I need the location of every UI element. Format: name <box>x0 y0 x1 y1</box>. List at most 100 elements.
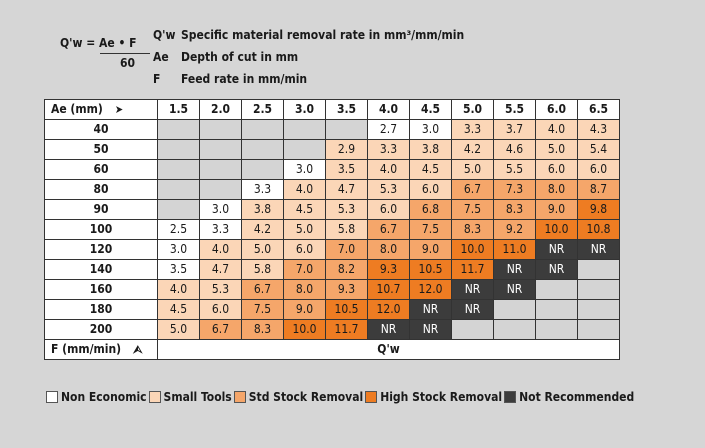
footer-qw-label: Q'w <box>157 339 620 360</box>
table-row: 120 3.0 4.0 5.0 6.0 7.0 8.0 9.0 10.0 11.0 NR NR <box>44 239 620 260</box>
table-cell: 5.0 <box>157 319 200 340</box>
table-cell: 6.8 <box>409 199 452 220</box>
table-cell: 3.3 <box>199 219 242 240</box>
table-cell: 7.3 <box>493 179 536 200</box>
table-cell: 4.0 <box>199 239 242 260</box>
table-cell: NR <box>409 299 452 320</box>
legend-label: Not Recommended <box>519 390 635 404</box>
table-cell: 10.5 <box>325 299 368 320</box>
definition-symbol: Q'w <box>153 28 176 42</box>
table-row: 80 3.3 4.0 4.7 5.3 6.0 6.7 7.3 8.0 8.7 <box>44 179 620 200</box>
table-row: 90 3.0 3.8 4.5 5.3 6.0 6.8 7.5 8.3 9.0 9.8 <box>44 199 620 220</box>
table-cell: 8.2 <box>325 259 368 280</box>
table-cell: 7.0 <box>283 259 326 280</box>
table-cell: 6.7 <box>367 219 410 240</box>
column-header: 6.5 <box>577 99 620 120</box>
table-cell <box>577 259 620 280</box>
table-cell <box>241 159 284 180</box>
table-cell: 8.3 <box>451 219 494 240</box>
table-cell: 11.0 <box>493 239 536 260</box>
table-cell: 8.7 <box>577 179 620 200</box>
legend-swatch <box>233 391 246 403</box>
table-header-row: Ae (mm) ➤ 1.5 2.0 2.5 3.0 3.5 4.0 4.5 5.0 5.5 6.0 6.… <box>44 99 620 120</box>
table-cell <box>451 319 494 340</box>
table-cell: 5.4 <box>577 139 620 160</box>
table-cell: 11.7 <box>451 259 494 280</box>
row-feed-label: 180 <box>44 299 158 320</box>
formula: Q'w = Ae • F 60 <box>60 36 150 70</box>
table-cell: 5.3 <box>325 199 368 220</box>
row-feed-label: 80 <box>44 179 158 200</box>
table-cell: 9.3 <box>367 259 410 280</box>
table-cell: 5.8 <box>325 219 368 240</box>
table-cell: 3.3 <box>241 179 284 200</box>
definition-f: F Feed rate in mm/min <box>153 68 464 90</box>
column-header: 2.5 <box>241 99 284 120</box>
table-cell: 6.0 <box>199 299 242 320</box>
table-cell: NR <box>451 299 494 320</box>
legend-swatch <box>148 391 161 403</box>
table-cell: 6.7 <box>199 319 242 340</box>
legend-label: High Stock Removal <box>380 390 503 404</box>
row-feed-label: 40 <box>44 119 158 140</box>
table-cell: 10.0 <box>283 319 326 340</box>
table-cell: 5.8 <box>241 259 284 280</box>
table-cell <box>535 279 578 300</box>
table-cell <box>199 119 242 140</box>
row-feed-label: 140 <box>44 259 158 280</box>
table-cell: 4.6 <box>493 139 536 160</box>
table-cell: 7.0 <box>325 239 368 260</box>
footer-label: F (mm/min) ⮙ <box>44 339 158 360</box>
table-cell: 10.8 <box>577 219 620 240</box>
table-cell <box>157 159 200 180</box>
table-cell: 10.0 <box>451 239 494 260</box>
table-cell: 2.7 <box>367 119 410 140</box>
table-cell: 9.2 <box>493 219 536 240</box>
table-cell <box>283 119 326 140</box>
legend-item: Std Stock Removal <box>233 390 363 404</box>
table-cell: 6.0 <box>367 199 410 220</box>
table-cell: 12.0 <box>367 299 410 320</box>
row-feed-label: 200 <box>44 319 158 340</box>
table-cell <box>199 139 242 160</box>
legend-swatch <box>365 391 378 403</box>
arrow-up-icon: ⮙ <box>133 343 143 356</box>
table-cell <box>157 139 200 160</box>
table-footer-row: F (mm/min) ⮙ Q'w <box>44 339 620 360</box>
table-cell: 3.8 <box>409 139 452 160</box>
table-cell <box>535 299 578 320</box>
table-row: 40 2.7 3.0 3.3 3.7 4.0 4.3 <box>44 119 620 140</box>
table-cell <box>577 299 620 320</box>
table-cell <box>493 319 536 340</box>
table-cell: 3.3 <box>451 119 494 140</box>
legend-item: High Stock Removal <box>365 390 502 404</box>
table-cell: NR <box>367 319 410 340</box>
table-row: 60 3.0 3.5 4.0 4.5 5.0 5.5 6.0 6.0 <box>44 159 620 180</box>
table-cell: 4.5 <box>409 159 452 180</box>
definition-qw: Q'w Specific material removal rate in mm… <box>153 24 464 46</box>
table-cell: 8.0 <box>367 239 410 260</box>
table-cell <box>325 119 368 140</box>
legend-label: Small Tools <box>163 390 232 404</box>
table-cell: 5.0 <box>241 239 284 260</box>
table-cell: 2.9 <box>325 139 368 160</box>
table-cell: NR <box>577 239 620 260</box>
legend-item: Small Tools <box>148 390 232 404</box>
table-cell: 5.5 <box>493 159 536 180</box>
definition-text: Specific material removal rate in mm³/mm… <box>181 28 465 42</box>
table-cell: NR <box>535 259 578 280</box>
table-cell: 3.8 <box>241 199 284 220</box>
table-cell: NR <box>451 279 494 300</box>
table-cell: 3.0 <box>409 119 452 140</box>
table-cell: 3.0 <box>199 199 242 220</box>
table-cell: 5.0 <box>535 139 578 160</box>
table-cell <box>157 119 200 140</box>
table-cell: 9.0 <box>283 299 326 320</box>
table-cell <box>241 119 284 140</box>
row-feed-label: 90 <box>44 199 158 220</box>
table-cell <box>577 319 620 340</box>
table-row: 180 4.5 6.0 7.5 9.0 10.5 12.0 NR NR <box>44 299 620 320</box>
table-row: 100 2.5 3.3 4.2 5.0 5.8 6.7 7.5 8.3 9.2 10.0 10.8 <box>44 219 620 240</box>
table-cell: 5.0 <box>283 219 326 240</box>
table-cell <box>283 139 326 160</box>
